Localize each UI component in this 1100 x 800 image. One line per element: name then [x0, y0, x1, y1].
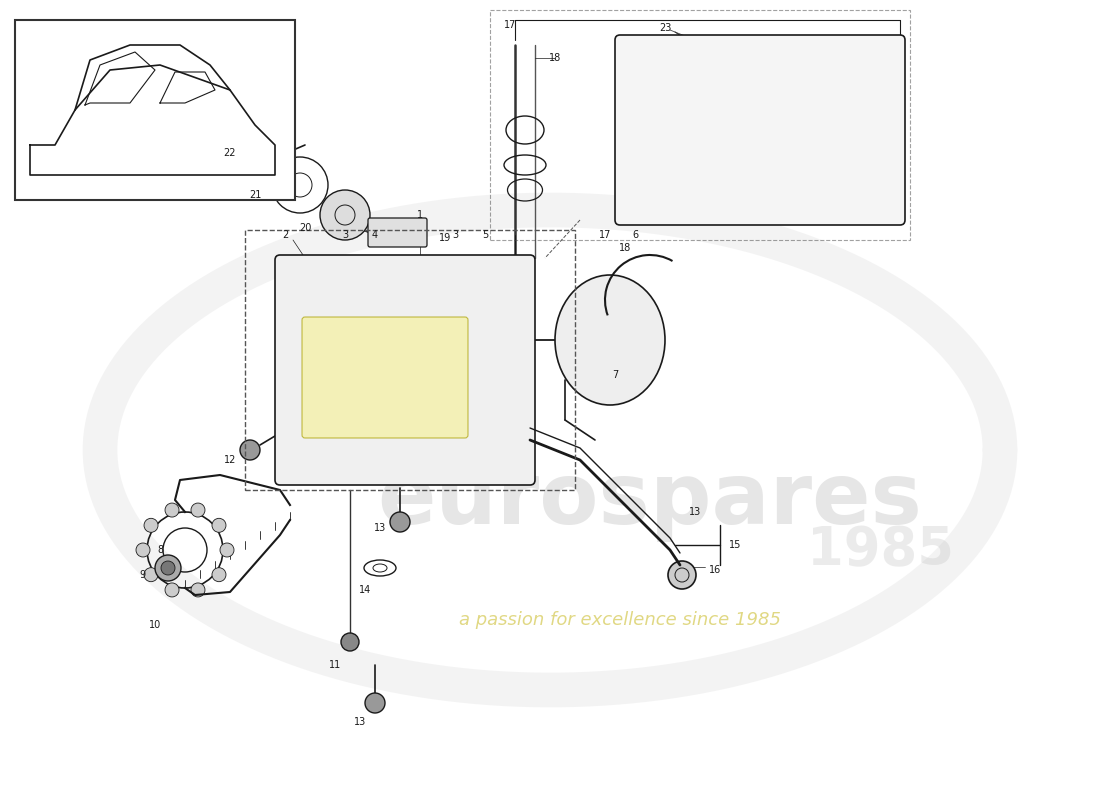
Text: 8: 8 — [157, 545, 163, 555]
Text: eurospares: eurospares — [377, 458, 923, 542]
Circle shape — [191, 503, 205, 517]
Text: 3: 3 — [452, 230, 458, 240]
Circle shape — [341, 633, 359, 651]
FancyBboxPatch shape — [302, 317, 468, 438]
Circle shape — [376, 266, 384, 274]
Circle shape — [668, 561, 696, 589]
Text: 13: 13 — [689, 507, 701, 517]
Text: 4: 4 — [372, 230, 378, 240]
Ellipse shape — [320, 190, 370, 240]
FancyBboxPatch shape — [615, 35, 905, 225]
Text: 10: 10 — [148, 620, 161, 630]
FancyBboxPatch shape — [368, 218, 427, 247]
Text: 17: 17 — [598, 230, 612, 240]
Text: a passion for excellence since 1985: a passion for excellence since 1985 — [459, 611, 781, 629]
Text: 7: 7 — [612, 370, 618, 380]
Circle shape — [144, 568, 158, 582]
Circle shape — [390, 512, 410, 532]
Circle shape — [155, 555, 182, 581]
Text: 19: 19 — [439, 233, 451, 243]
Circle shape — [136, 543, 150, 557]
Circle shape — [212, 568, 226, 582]
Text: 6: 6 — [631, 230, 638, 240]
Text: 9: 9 — [139, 570, 145, 580]
Text: 15: 15 — [729, 540, 741, 550]
Circle shape — [212, 518, 226, 532]
Circle shape — [240, 440, 260, 460]
Circle shape — [144, 518, 158, 532]
Bar — [245, 230, 575, 490]
Text: 3: 3 — [342, 230, 348, 240]
Circle shape — [191, 583, 205, 597]
Circle shape — [165, 503, 179, 517]
Circle shape — [161, 561, 175, 575]
Bar — [15, 20, 295, 200]
Text: 22: 22 — [223, 148, 236, 158]
Text: 18: 18 — [549, 53, 561, 63]
FancyBboxPatch shape — [275, 255, 535, 485]
Bar — [490, 10, 910, 240]
Circle shape — [365, 693, 385, 713]
Circle shape — [296, 466, 304, 474]
Circle shape — [296, 266, 304, 274]
Circle shape — [165, 583, 179, 597]
Text: 16: 16 — [708, 565, 722, 575]
Text: 1985: 1985 — [806, 524, 954, 576]
Text: 11: 11 — [329, 660, 341, 670]
Text: 2: 2 — [282, 230, 288, 240]
Text: 5: 5 — [482, 230, 488, 240]
Text: 23: 23 — [659, 23, 671, 33]
Text: 1: 1 — [417, 210, 424, 220]
Text: 18: 18 — [619, 243, 631, 253]
Circle shape — [592, 384, 608, 400]
Text: 20: 20 — [299, 223, 311, 233]
Text: 12: 12 — [223, 455, 236, 465]
Text: 14: 14 — [359, 585, 371, 595]
Ellipse shape — [556, 275, 666, 405]
Text: 13: 13 — [374, 523, 386, 533]
Text: 21: 21 — [249, 190, 261, 200]
Circle shape — [220, 543, 234, 557]
Circle shape — [506, 266, 514, 274]
Circle shape — [255, 152, 275, 172]
Text: 13: 13 — [354, 717, 366, 727]
Text: 17: 17 — [504, 20, 516, 30]
